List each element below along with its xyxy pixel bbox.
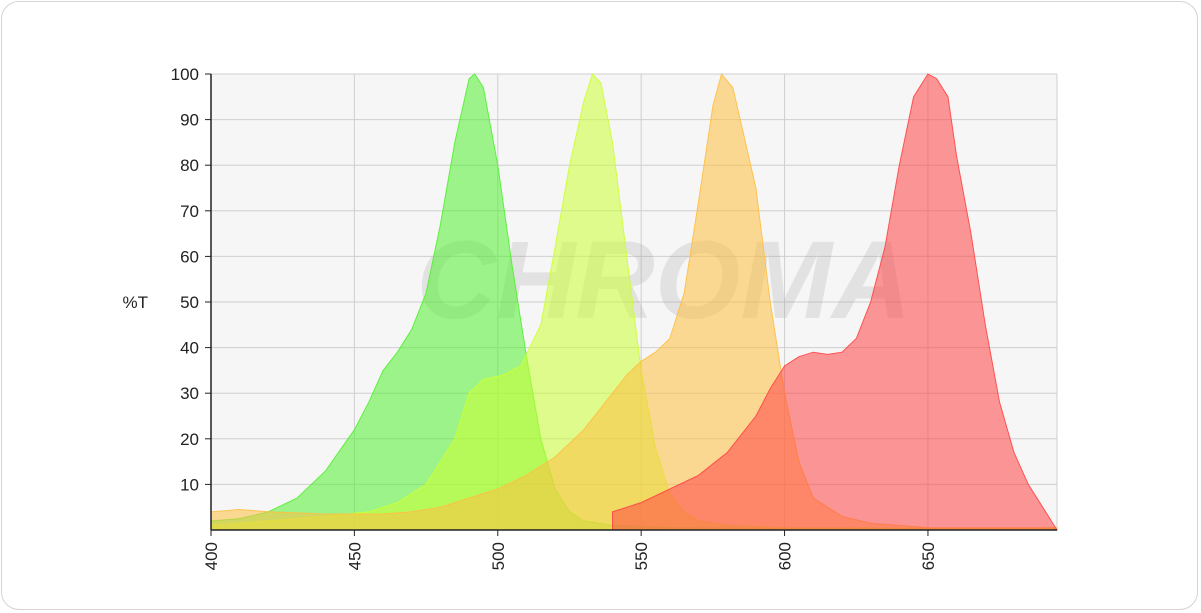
y-tick-label: 10 xyxy=(180,475,199,494)
y-tick-label: 50 xyxy=(180,293,199,312)
x-tick-label: 450 xyxy=(345,542,364,570)
x-tick-label: 600 xyxy=(776,542,795,570)
y-tick-label: 20 xyxy=(180,430,199,449)
y-tick-label: 90 xyxy=(180,111,199,130)
series-layer xyxy=(210,72,1058,531)
x-axis-ticks: 400 450 500 550 600 650 xyxy=(202,530,938,570)
y-tick-label: 100 xyxy=(171,65,199,84)
y-tick-label: 70 xyxy=(180,202,199,221)
y-tick-label: 80 xyxy=(180,156,199,175)
x-tick-label: 550 xyxy=(632,542,651,570)
y-axis-ticks: 10 20 30 40 50 60 70 80 90 100 xyxy=(171,65,211,494)
y-tick-label: 30 xyxy=(180,384,199,403)
y-tick-label: 40 xyxy=(180,339,199,358)
series-area-4 xyxy=(612,73,1058,531)
y-axis-label: %T xyxy=(123,293,149,312)
y-tick-label: 60 xyxy=(180,247,199,266)
x-tick-label: 500 xyxy=(489,542,508,570)
x-tick-label: 400 xyxy=(202,542,221,570)
x-tick-label: 650 xyxy=(919,542,938,570)
